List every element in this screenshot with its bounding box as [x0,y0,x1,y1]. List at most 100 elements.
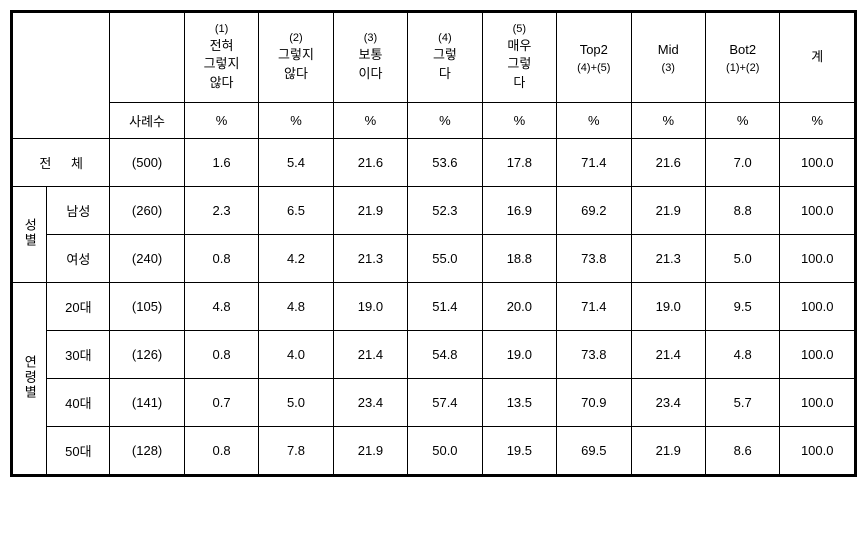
row-age20: 연령별 20대 (105) 4.8 4.8 19.0 51.4 20.0 71.… [13,283,855,331]
cell: 0.7 [184,379,258,427]
header-top2-main: Top2 [580,42,608,57]
cell: 70.9 [557,379,631,427]
cell: 69.2 [557,187,631,235]
header-count-label: 사례수 [110,103,184,139]
cell: 55.0 [408,235,482,283]
survey-table: (1) 전혀그렇지않다 (2) 그렇지않다 (3) 보통이다 (4) 그렇다 (… [12,12,855,475]
header-c3-unit: % [333,103,407,139]
header-c1-main: 전혀그렇지않다 [204,38,240,89]
row-age20-label: 20대 [47,283,110,331]
cell: 57.4 [408,379,482,427]
row-age30: 30대 (126) 0.8 4.0 21.4 54.8 19.0 73.8 21… [13,331,855,379]
cell: 51.4 [408,283,482,331]
row-age20-count: (105) [110,283,184,331]
row-female: 여성 (240) 0.8 4.2 21.3 55.0 18.8 73.8 21.… [13,235,855,283]
cell: 18.8 [482,235,556,283]
row-male-label: 남성 [47,187,110,235]
cell: 100.0 [780,331,855,379]
header-bot2: Bot2 (1)+(2) [705,13,779,103]
group-gender: 성별 [13,187,47,283]
cell: 7.0 [705,139,779,187]
header-c2-sup: (2) [265,32,326,44]
cell: 21.9 [631,187,705,235]
header-c2-main: 그렇지않다 [278,47,314,80]
cell: 2.3 [184,187,258,235]
cell: 13.5 [482,379,556,427]
header-c4-unit: % [408,103,482,139]
header-total: 계 [780,13,855,103]
cell: 6.5 [259,187,333,235]
cell: 1.6 [184,139,258,187]
cell: 21.4 [631,331,705,379]
row-overall-label: 전 체 [13,139,110,187]
row-age40-count: (141) [110,379,184,427]
header-bot2-sub: (1)+(2) [712,62,773,74]
cell: 100.0 [780,187,855,235]
cell: 21.9 [333,427,407,475]
group-age-label: 연령별 [20,355,39,400]
cell: 5.7 [705,379,779,427]
row-age50-count: (128) [110,427,184,475]
cell: 17.8 [482,139,556,187]
cell: 73.8 [557,235,631,283]
header-c3: (3) 보통이다 [333,13,407,103]
row-male-count: (260) [110,187,184,235]
row-age30-label: 30대 [47,331,110,379]
cell: 50.0 [408,427,482,475]
cell: 71.4 [557,139,631,187]
header-row-1: (1) 전혀그렇지않다 (2) 그렇지않다 (3) 보통이다 (4) 그렇다 (… [13,13,855,103]
cell: 9.5 [705,283,779,331]
header-c3-main: 보통이다 [358,47,382,80]
header-c2: (2) 그렇지않다 [259,13,333,103]
header-mid-main: Mid [658,42,679,57]
cell: 0.8 [184,331,258,379]
cell: 100.0 [780,379,855,427]
row-overall: 전 체 (500) 1.6 5.4 21.6 53.6 17.8 71.4 21… [13,139,855,187]
cell: 23.4 [333,379,407,427]
header-c4-main: 그렇다 [433,47,457,80]
cell: 100.0 [780,139,855,187]
cell: 21.3 [333,235,407,283]
row-age50-label: 50대 [47,427,110,475]
header-bot2-main: Bot2 [729,42,756,57]
row-age40: 40대 (141) 0.7 5.0 23.4 57.4 13.5 70.9 23… [13,379,855,427]
cell: 21.3 [631,235,705,283]
cell: 21.6 [333,139,407,187]
header-count-blank [110,13,184,103]
row-female-label: 여성 [47,235,110,283]
header-top2-sub: (4)+(5) [563,62,624,74]
header-mid-sub: (3) [638,62,699,74]
cell: 7.8 [259,427,333,475]
row-age30-count: (126) [110,331,184,379]
header-row-2: 사례수 % % % % % % % % % [13,103,855,139]
cell: 23.4 [631,379,705,427]
cell: 4.2 [259,235,333,283]
cell: 100.0 [780,427,855,475]
header-c1: (1) 전혀그렇지않다 [184,13,258,103]
cell: 16.9 [482,187,556,235]
cell: 100.0 [780,283,855,331]
header-bot2-unit: % [705,103,779,139]
header-c1-unit: % [184,103,258,139]
survey-table-wrapper: (1) 전혀그렇지않다 (2) 그렇지않다 (3) 보통이다 (4) 그렇다 (… [10,10,857,477]
cell: 5.4 [259,139,333,187]
row-male: 성별 남성 (260) 2.3 6.5 21.9 52.3 16.9 69.2 … [13,187,855,235]
cell: 4.8 [705,331,779,379]
header-total-main: 계 [811,49,823,64]
cell: 19.0 [333,283,407,331]
cell: 8.8 [705,187,779,235]
header-c1-sup: (1) [191,23,252,35]
cell: 19.5 [482,427,556,475]
cell: 4.8 [184,283,258,331]
cell: 19.0 [482,331,556,379]
header-c4: (4) 그렇다 [408,13,482,103]
header-c5: (5) 매우그렇다 [482,13,556,103]
header-corner [13,13,110,139]
cell: 53.6 [408,139,482,187]
cell: 20.0 [482,283,556,331]
cell: 4.8 [259,283,333,331]
group-age: 연령별 [13,283,47,475]
cell: 8.6 [705,427,779,475]
cell: 4.0 [259,331,333,379]
header-c2-unit: % [259,103,333,139]
